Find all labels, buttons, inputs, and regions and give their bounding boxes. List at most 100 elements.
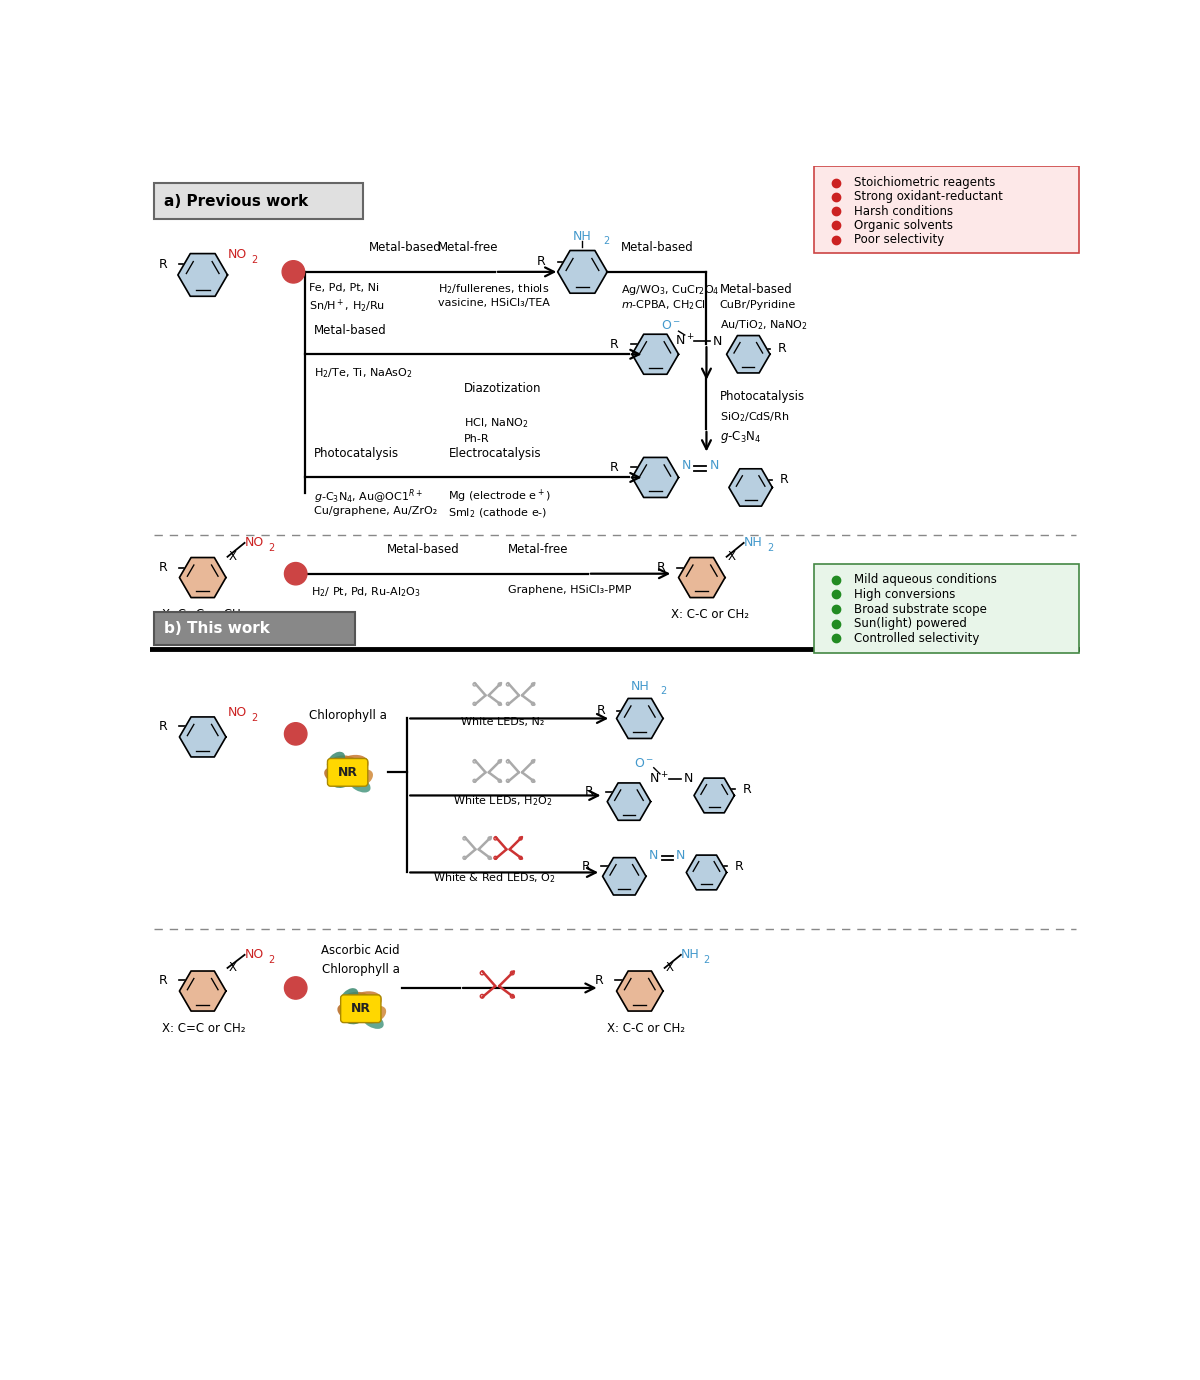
Text: Organic solvents: Organic solvents bbox=[853, 219, 953, 232]
Text: Electrocatalysis: Electrocatalysis bbox=[449, 447, 541, 460]
Text: Metal-based: Metal-based bbox=[720, 283, 792, 295]
Polygon shape bbox=[602, 857, 646, 896]
Ellipse shape bbox=[330, 755, 358, 771]
Polygon shape bbox=[617, 972, 664, 1012]
Text: Diazotization: Diazotization bbox=[464, 382, 541, 395]
Text: R: R bbox=[743, 782, 751, 796]
Text: b) This work: b) This work bbox=[164, 621, 270, 636]
Ellipse shape bbox=[344, 762, 366, 776]
Polygon shape bbox=[694, 778, 734, 813]
Text: Ascorbic Acid: Ascorbic Acid bbox=[322, 944, 400, 958]
Text: N: N bbox=[682, 460, 691, 472]
FancyBboxPatch shape bbox=[341, 995, 380, 1023]
Circle shape bbox=[282, 261, 305, 283]
Text: N: N bbox=[649, 849, 659, 862]
Text: X: C=C or CH₂: X: C=C or CH₂ bbox=[162, 1021, 245, 1035]
Text: N$^+$: N$^+$ bbox=[649, 771, 668, 787]
Text: White & Red LEDs, O$_2$: White & Red LEDs, O$_2$ bbox=[433, 871, 557, 885]
Text: R: R bbox=[158, 258, 167, 270]
Ellipse shape bbox=[358, 998, 379, 1012]
Ellipse shape bbox=[324, 767, 353, 785]
Text: 2: 2 bbox=[703, 955, 709, 965]
Text: $g$-C$_3$N$_4$: $g$-C$_3$N$_4$ bbox=[720, 429, 761, 444]
Text: White LEDs, H$_2$O$_2$: White LEDs, H$_2$O$_2$ bbox=[452, 793, 552, 807]
Text: Metal-based: Metal-based bbox=[314, 323, 388, 337]
Text: H$_2$/Te, Ti, NaAsO$_2$: H$_2$/Te, Ti, NaAsO$_2$ bbox=[314, 366, 413, 380]
Text: 2: 2 bbox=[268, 955, 274, 965]
Text: NH: NH bbox=[574, 230, 592, 243]
Text: Chlorophyll a: Chlorophyll a bbox=[308, 708, 386, 722]
Text: SiO$_2$/CdS/Rh: SiO$_2$/CdS/Rh bbox=[720, 410, 788, 424]
Text: R: R bbox=[595, 974, 604, 987]
Text: Metal-based: Metal-based bbox=[622, 241, 694, 254]
Text: White LEDs, N₂: White LEDs, N₂ bbox=[461, 718, 545, 727]
Ellipse shape bbox=[331, 776, 352, 788]
Polygon shape bbox=[178, 254, 228, 297]
Text: NO: NO bbox=[228, 247, 247, 261]
Text: R: R bbox=[610, 338, 619, 351]
Polygon shape bbox=[632, 457, 678, 497]
Text: Graphene, HSiCl₃-PMP: Graphene, HSiCl₃-PMP bbox=[508, 585, 631, 595]
Text: N: N bbox=[684, 771, 694, 785]
Text: 2: 2 bbox=[251, 254, 257, 265]
Text: N: N bbox=[676, 849, 685, 862]
Ellipse shape bbox=[348, 776, 371, 792]
Text: NO: NO bbox=[245, 948, 264, 962]
Text: Poor selectivity: Poor selectivity bbox=[853, 233, 944, 246]
Text: 2: 2 bbox=[251, 712, 257, 723]
Text: O$^-$: O$^-$ bbox=[661, 319, 680, 333]
Text: Harsh conditions: Harsh conditions bbox=[853, 204, 953, 218]
Text: R: R bbox=[158, 974, 167, 987]
Text: Mild aqueous conditions: Mild aqueous conditions bbox=[853, 573, 996, 586]
Text: 2: 2 bbox=[767, 544, 773, 553]
Text: Sun(light) powered: Sun(light) powered bbox=[853, 617, 966, 631]
Text: Sn/H$^+$, H$_2$/Ru: Sn/H$^+$, H$_2$/Ru bbox=[308, 298, 385, 315]
FancyBboxPatch shape bbox=[814, 167, 1079, 253]
Ellipse shape bbox=[364, 1006, 386, 1024]
Text: CuBr/Pyridine: CuBr/Pyridine bbox=[720, 301, 796, 310]
Text: Photocatalysis: Photocatalysis bbox=[720, 391, 805, 403]
Text: a) Previous work: a) Previous work bbox=[164, 193, 308, 208]
Text: Strong oxidant-reductant: Strong oxidant-reductant bbox=[853, 190, 1002, 203]
Text: R: R bbox=[158, 719, 167, 733]
Text: Chlorophyll a: Chlorophyll a bbox=[322, 963, 400, 976]
Text: X: X bbox=[666, 962, 674, 974]
Text: NH: NH bbox=[630, 679, 649, 693]
Text: Ag/WO$_3$, CuCr$_2$O$_4$: Ag/WO$_3$, CuCr$_2$O$_4$ bbox=[622, 283, 720, 297]
Text: X: C=C or CH₂: X: C=C or CH₂ bbox=[162, 609, 245, 621]
Text: X: C-C or CH₂: X: C-C or CH₂ bbox=[671, 609, 749, 621]
Text: R: R bbox=[596, 704, 606, 718]
FancyBboxPatch shape bbox=[154, 613, 355, 644]
Ellipse shape bbox=[344, 1012, 365, 1024]
Text: R: R bbox=[582, 860, 590, 872]
Text: $g$-C$_3$N$_4$, Au@OC1$^{R+}$: $g$-C$_3$N$_4$, Au@OC1$^{R+}$ bbox=[314, 487, 424, 506]
FancyBboxPatch shape bbox=[328, 759, 367, 787]
Ellipse shape bbox=[343, 992, 371, 1007]
Text: R: R bbox=[736, 860, 744, 872]
Text: Metal-free: Metal-free bbox=[508, 542, 569, 556]
Ellipse shape bbox=[361, 1012, 384, 1029]
Text: X: X bbox=[728, 551, 736, 563]
Text: Au/TiO$_2$, NaNO$_2$: Au/TiO$_2$, NaNO$_2$ bbox=[720, 317, 808, 331]
Text: Stoichiometric reagents: Stoichiometric reagents bbox=[853, 177, 995, 189]
Text: R: R bbox=[610, 461, 619, 473]
Text: NR: NR bbox=[337, 766, 358, 778]
Circle shape bbox=[284, 563, 307, 585]
Text: NO: NO bbox=[245, 537, 264, 549]
Polygon shape bbox=[678, 558, 725, 598]
Text: X: X bbox=[229, 962, 238, 974]
Text: R: R bbox=[158, 562, 167, 574]
Circle shape bbox=[284, 723, 307, 745]
Text: Metal-free: Metal-free bbox=[438, 241, 499, 254]
Text: R: R bbox=[778, 342, 786, 356]
Text: Cu/graphene, Au/ZrO₂: Cu/graphene, Au/ZrO₂ bbox=[314, 506, 438, 516]
Polygon shape bbox=[686, 856, 726, 890]
Polygon shape bbox=[607, 782, 650, 820]
Polygon shape bbox=[726, 335, 770, 373]
Polygon shape bbox=[180, 718, 226, 758]
Circle shape bbox=[284, 977, 307, 999]
Text: Metal-based: Metal-based bbox=[368, 241, 442, 254]
Text: X: C-C or CH₂: X: C-C or CH₂ bbox=[607, 1021, 685, 1035]
Text: HCl, NaNO$_2$: HCl, NaNO$_2$ bbox=[464, 415, 529, 429]
Text: 2: 2 bbox=[268, 544, 274, 553]
